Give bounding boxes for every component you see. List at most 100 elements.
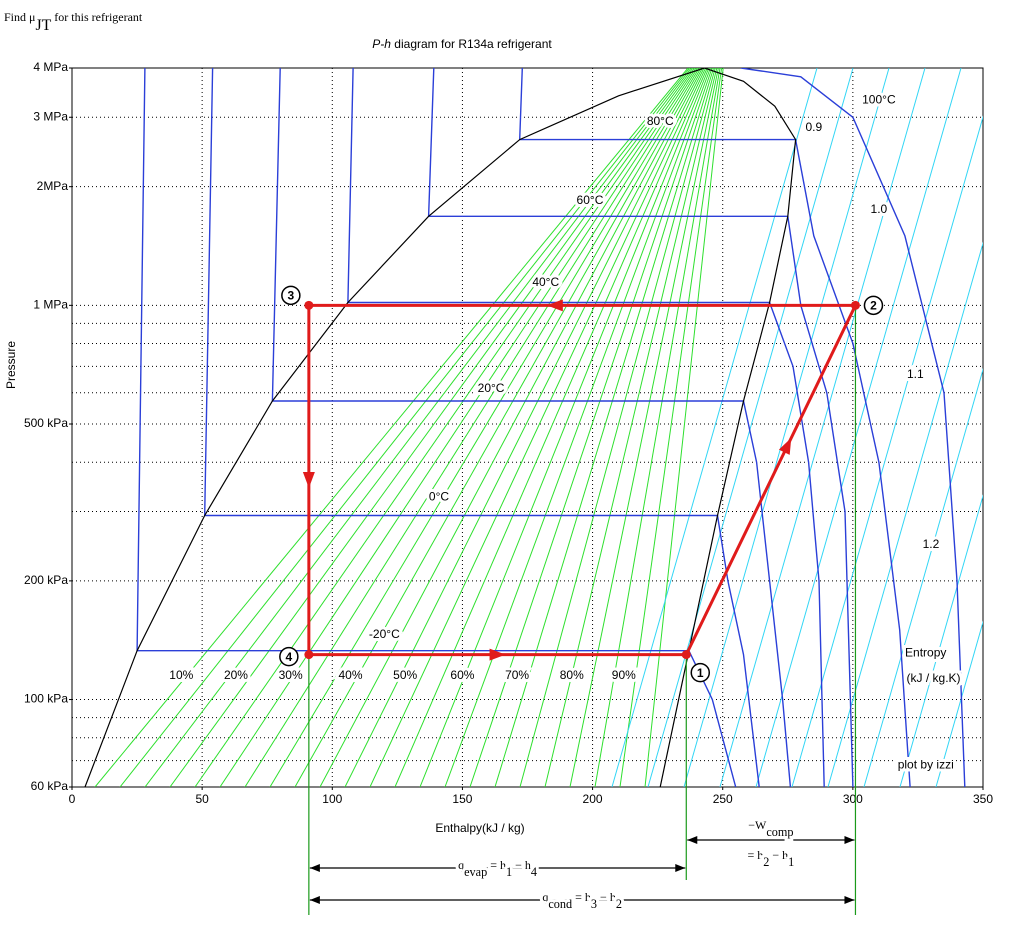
- text-part: Find μ: [4, 10, 35, 24]
- x-tick-label: 100: [322, 792, 342, 806]
- flow-arrow: [778, 437, 792, 455]
- isentrope-liquid: [369, 68, 707, 787]
- text-part: 3: [591, 897, 597, 911]
- text-part: = h: [487, 858, 506, 872]
- energy-term: −Wcomp: [748, 818, 793, 839]
- isentrope-liquid: [444, 68, 711, 787]
- text-part: 2: [763, 855, 769, 869]
- isotherm-label: 0°C: [429, 489, 449, 503]
- state-label: 4: [286, 650, 293, 664]
- state-badge: [279, 646, 299, 667]
- isotherm-label: 100°C: [862, 93, 896, 107]
- text-part: P-h: [372, 37, 391, 51]
- state-badge: [281, 285, 301, 306]
- text-part: 2: [616, 897, 622, 911]
- isentrope-vapor: [899, 494, 983, 787]
- annotation: (kJ / kg.K): [907, 671, 961, 685]
- isentrope-liquid: [319, 68, 703, 787]
- isentrope-vapor: [935, 620, 983, 787]
- isentrope-liquid: [94, 68, 689, 787]
- chart-title: P-h diagram for R134a refrigerant: [372, 37, 552, 51]
- text-part: 1: [788, 855, 794, 869]
- isentrope-liquid: [144, 68, 692, 787]
- y-tick-label: 200 kPa: [24, 573, 68, 587]
- plot-area: [72, 68, 983, 787]
- text-part: = h: [572, 890, 591, 904]
- isentrope-vapor: [755, 68, 962, 787]
- question-header: Find μJT for this refrigerant: [4, 10, 143, 34]
- plot-frame: [71, 67, 984, 788]
- isotherm-label: -20°C: [369, 627, 400, 641]
- isotherm-label: 40°C: [532, 275, 559, 289]
- x-axis-label: Enthalpy(kJ / kg): [435, 821, 524, 835]
- isotherm-label: 60°C: [577, 193, 604, 207]
- isotherm: [518, 68, 911, 787]
- quality-label: 40%: [338, 668, 362, 682]
- annotation: Entropy: [905, 645, 946, 659]
- cycle-process: [684, 304, 857, 656]
- state-point: [304, 650, 314, 660]
- isentrope-liquid: [619, 68, 723, 787]
- isentrope-liquid: [569, 68, 719, 787]
- state-point: [304, 300, 314, 310]
- state-label: 3: [288, 289, 295, 303]
- isentrope-vapor: [611, 68, 818, 787]
- isotherm: [203, 68, 760, 787]
- annotation: plot by izzi: [898, 758, 954, 772]
- x-tick-label: 50: [195, 792, 209, 806]
- text-part: q: [542, 890, 548, 904]
- quality-label: 50%: [393, 668, 417, 682]
- y-tick-label: 4 MPa: [33, 60, 68, 74]
- isentrope-vapor: [683, 68, 890, 787]
- y-tick-label: 2MPa: [37, 179, 69, 193]
- state-badge: [690, 662, 711, 683]
- y-tick-label: 60 kPa: [31, 779, 69, 793]
- text-part: cond: [548, 897, 572, 911]
- x-tick-label: 300: [843, 792, 863, 806]
- energy-term: qcond = h3 − h2: [542, 890, 622, 911]
- text-part: diagram for R134a refrigerant: [391, 37, 552, 51]
- y-tick-label: 3 MPa: [33, 109, 68, 123]
- text-part: 4: [531, 865, 537, 879]
- energy-term: qevap = h1 − h4: [458, 858, 537, 879]
- quality-label: 60%: [450, 668, 474, 682]
- x-tick-label: 150: [452, 792, 472, 806]
- isentrope-liquid: [169, 68, 694, 787]
- flow-arrow: [302, 471, 315, 488]
- text-part: 1: [506, 865, 512, 879]
- isentrope-vapor: [719, 68, 926, 787]
- text-part: comp: [766, 825, 793, 839]
- isentrope-liquid: [219, 68, 697, 787]
- isentrope-liquid: [544, 68, 718, 787]
- isotherm: [740, 68, 966, 787]
- y-tick-label: 1 MPa: [33, 298, 68, 312]
- text-part: −W: [748, 818, 767, 832]
- text-part: JT: [35, 17, 51, 34]
- isentrope-liquid: [394, 68, 708, 787]
- entropy-label: 1.0: [871, 202, 888, 216]
- isentrope-liquid: [194, 68, 695, 787]
- state-label: 1: [697, 666, 704, 680]
- text-part: q: [458, 858, 464, 872]
- isentrope-liquid: [294, 68, 702, 787]
- isentrope-liquid: [244, 68, 699, 787]
- flow-arrow: [489, 648, 506, 661]
- entropy-label: 0.9: [805, 120, 822, 134]
- isentrope-liquid: [469, 68, 713, 787]
- quality-label: 70%: [505, 668, 529, 682]
- state-badge: [863, 295, 884, 316]
- text-part: − h: [512, 858, 531, 872]
- state-point: [850, 300, 860, 310]
- saturation-dome: [84, 68, 797, 787]
- x-tick-label: 200: [583, 792, 603, 806]
- quality-label: 10%: [169, 668, 193, 682]
- isentrope-vapor: [827, 241, 983, 787]
- isentrope-liquid: [344, 68, 705, 787]
- quality-label: 30%: [279, 668, 303, 682]
- quality-label: 20%: [224, 668, 248, 682]
- isentrope-liquid: [494, 68, 715, 787]
- quality-label: 80%: [560, 668, 584, 682]
- entropy-label: 1.1: [907, 367, 924, 381]
- x-tick-label: 250: [713, 792, 733, 806]
- text-part: evap: [464, 865, 487, 879]
